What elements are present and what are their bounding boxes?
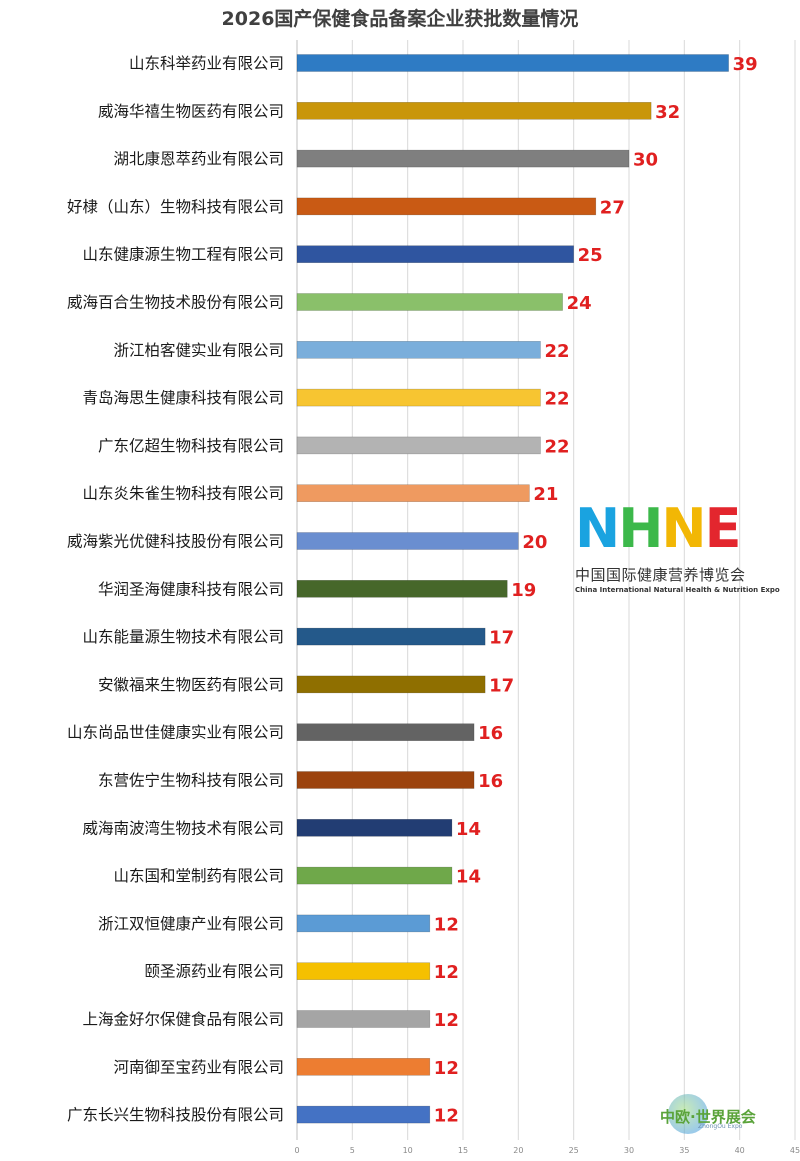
- x-tick-label: 10: [403, 1146, 413, 1155]
- category-label: 山东健康源生物工程有限公司: [82, 246, 284, 264]
- value-label: 12: [434, 1058, 459, 1079]
- category-label: 好棣（山东）生物科技有限公司: [67, 198, 284, 216]
- category-label: 华润圣海健康科技有限公司: [98, 580, 284, 598]
- category-label: 广东亿超生物科技有限公司: [98, 437, 284, 455]
- category-label: 浙江双恒健康产业有限公司: [98, 915, 284, 933]
- nhne-letter-e: E: [704, 497, 742, 560]
- value-label: 39: [733, 54, 758, 75]
- value-label: 20: [522, 532, 547, 553]
- bar: [296, 866, 453, 885]
- bar: [296, 914, 431, 933]
- bar: [296, 771, 475, 789]
- bar: [296, 962, 431, 981]
- nhne-logo-letters: NHNE: [575, 498, 770, 560]
- category-label: 威海华禧生物医药有限公司: [98, 102, 284, 120]
- category-label: 安徽福来生物医药有限公司: [98, 676, 284, 694]
- x-tick-label: 45: [790, 1146, 800, 1155]
- value-label: 12: [434, 914, 459, 935]
- value-label: 22: [544, 436, 569, 457]
- bar: [296, 1010, 431, 1028]
- value-label: 24: [567, 293, 592, 314]
- category-label: 颐圣源药业有限公司: [144, 963, 284, 981]
- bar: [296, 245, 574, 263]
- value-label: 16: [478, 723, 503, 744]
- nhne-logo: NHNE 中国国际健康营养博览会 China International Nat…: [575, 498, 780, 598]
- x-tick-label: 35: [679, 1146, 689, 1155]
- bar: [296, 102, 652, 120]
- x-tick-label: 40: [735, 1146, 745, 1155]
- nhne-logo-cn: 中国国际健康营养博览会: [575, 566, 746, 584]
- bar: [296, 388, 541, 407]
- category-label: 河南御至宝药业有限公司: [113, 1058, 284, 1076]
- x-tick-label: 30: [624, 1146, 634, 1155]
- value-label: 16: [478, 771, 503, 792]
- value-label: 14: [456, 819, 481, 840]
- value-label: 27: [600, 197, 625, 218]
- category-label: 湖北康恩萃药业有限公司: [113, 150, 284, 168]
- bar: [296, 149, 630, 168]
- value-label: 22: [544, 341, 569, 362]
- bar: [296, 1058, 431, 1076]
- category-label: 山东炎朱雀生物科技有限公司: [82, 485, 284, 503]
- category-label: 山东尚品世佳健康实业有限公司: [67, 724, 284, 742]
- bar: [296, 54, 729, 72]
- category-label: 威海南波湾生物技术有限公司: [82, 819, 284, 837]
- bar: [296, 627, 486, 646]
- category-label: 浙江柏客健实业有限公司: [113, 341, 284, 359]
- value-label: 25: [578, 245, 603, 266]
- bar: [296, 532, 519, 550]
- category-label: 山东科举药业有限公司: [129, 55, 284, 73]
- bar: [296, 340, 541, 359]
- value-label: 14: [456, 867, 481, 888]
- value-label: 12: [434, 1010, 459, 1031]
- value-label: 22: [544, 389, 569, 410]
- bar: [296, 1105, 431, 1124]
- value-label: 32: [655, 102, 680, 123]
- x-tick-label: 25: [569, 1146, 579, 1155]
- nhne-logo-en: China International Natural Health & Nut…: [575, 586, 780, 594]
- category-label: 威海紫光优健科技股份有限公司: [67, 533, 284, 551]
- category-label: 山东能量源生物技术有限公司: [82, 628, 284, 646]
- category-label: 上海金好尔保健食品有限公司: [82, 1011, 284, 1029]
- chart-title: 2026国产保健食品备案企业获批数量情况: [221, 8, 579, 30]
- bar: [296, 723, 475, 742]
- category-label: 青岛海思生健康科技有限公司: [82, 389, 284, 407]
- category-label: 广东长兴生物科技股份有限公司: [67, 1106, 284, 1124]
- value-label: 30: [633, 150, 658, 171]
- expo-logo-name: 中欧·世界展会: [660, 1108, 756, 1126]
- bar: [296, 818, 453, 837]
- expo-logo: 中欧·世界展会 ZhongOu Expo: [660, 1092, 780, 1144]
- value-label: 12: [434, 962, 459, 983]
- bar: [296, 675, 486, 694]
- globe-icon: [668, 1094, 708, 1134]
- category-label: 威海百合生物技术股份有限公司: [67, 294, 284, 312]
- nhne-letter-n1: N: [575, 497, 620, 560]
- x-tick-label: 0: [294, 1146, 299, 1155]
- category-label: 山东国和堂制药有限公司: [113, 867, 284, 885]
- bar: [296, 436, 541, 455]
- bar: [296, 484, 530, 503]
- value-label: 17: [489, 628, 514, 649]
- nhne-letter-n2: N: [661, 497, 706, 560]
- value-label: 12: [434, 1106, 459, 1127]
- value-label: 17: [489, 675, 514, 696]
- expo-logo-sub: ZhongOu Expo: [698, 1123, 743, 1130]
- bar: [296, 197, 597, 216]
- bar: [296, 293, 563, 311]
- value-label: 21: [533, 484, 558, 505]
- x-tick-label: 20: [513, 1146, 523, 1155]
- nhne-letter-h: H: [618, 497, 663, 560]
- bar: [296, 579, 508, 598]
- category-label: 东营佐宁生物科技有限公司: [98, 772, 284, 790]
- x-tick-label: 5: [350, 1146, 355, 1155]
- value-label: 19: [511, 580, 536, 601]
- x-tick-label: 15: [458, 1146, 468, 1155]
